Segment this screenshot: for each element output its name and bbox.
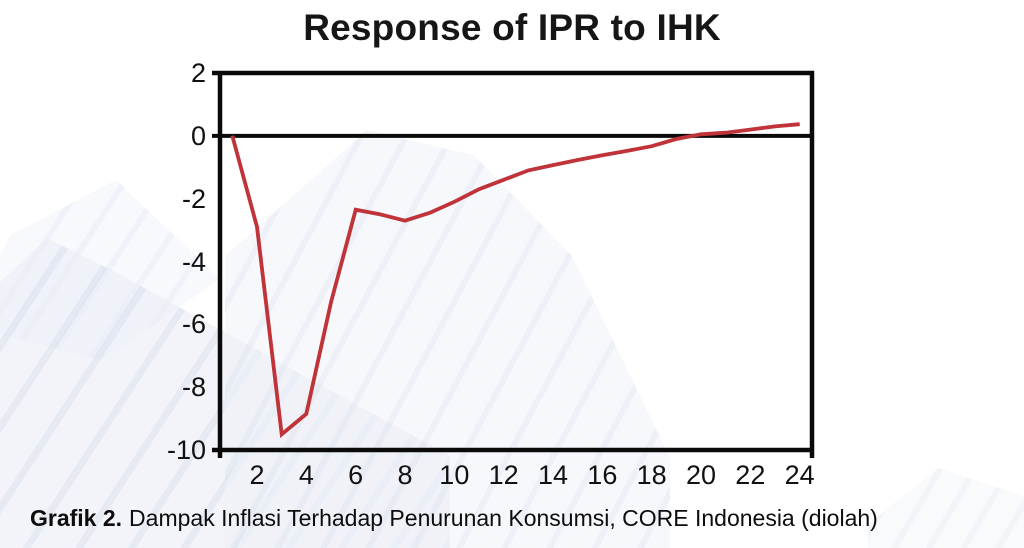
y-tick-label: -8 <box>181 372 206 403</box>
x-tick-label: 12 <box>488 460 519 490</box>
caption-text: Dampak Inflasi Terhadap Penurunan Konsum… <box>129 505 878 531</box>
x-tick-label: 10 <box>439 460 470 490</box>
x-tick-label: 14 <box>537 460 569 490</box>
y-tick-label: 0 <box>190 120 206 151</box>
x-tick-label: 20 <box>685 460 717 490</box>
x-tick-label: 16 <box>587 460 618 490</box>
y-tick-label: -10 <box>166 435 206 465</box>
x-tick-label: 4 <box>298 460 314 490</box>
y-tick-label: -4 <box>181 246 206 277</box>
x-tick-label: 22 <box>735 460 766 490</box>
x-tick-label: 24 <box>784 460 815 490</box>
response-series-line <box>230 122 800 438</box>
x-tick-label: 8 <box>397 460 413 490</box>
caption-number: Grafik 2. <box>30 505 123 531</box>
y-tick-label: -6 <box>181 309 206 340</box>
y-tick-label: 2 <box>190 58 206 88</box>
chart-title: Response of IPR to IHK <box>303 7 721 48</box>
x-tick-label: 6 <box>348 460 364 490</box>
figure-caption: Grafik 2. Dampak Inflasi Terhadap Penurun… <box>30 505 1010 532</box>
x-tick-label: 2 <box>249 460 265 490</box>
x-tick-label: 18 <box>636 460 667 490</box>
y-tick-label: -2 <box>181 183 206 214</box>
